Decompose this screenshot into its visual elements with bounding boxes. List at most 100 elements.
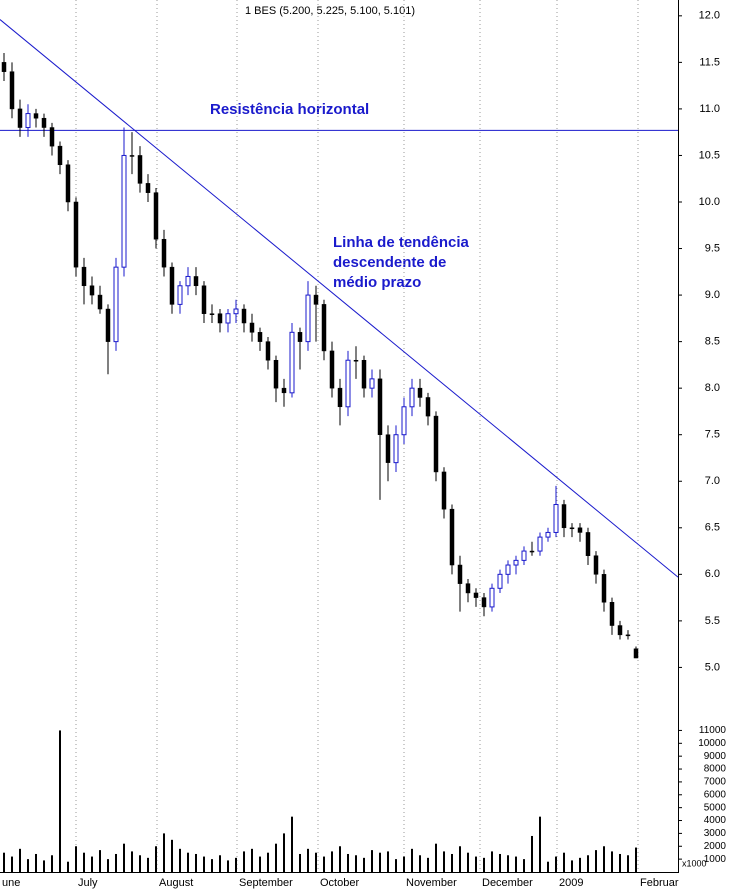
candle-body bbox=[385, 434, 391, 463]
volume-bar bbox=[171, 839, 173, 872]
candle-body bbox=[481, 597, 487, 608]
candle-body bbox=[265, 341, 271, 361]
y-tick-label: 6.0 bbox=[705, 568, 720, 580]
volume-tick-label: 9000 bbox=[704, 751, 727, 762]
candle-body bbox=[121, 154, 127, 268]
volume-bar bbox=[243, 851, 245, 872]
volume-bar bbox=[403, 856, 405, 872]
candle-body bbox=[529, 550, 535, 553]
volume-bar bbox=[195, 853, 197, 872]
candle-body bbox=[25, 113, 31, 129]
candle-body bbox=[337, 387, 343, 408]
volume-bar bbox=[531, 835, 533, 872]
volume-bar bbox=[91, 856, 93, 872]
y-tick-label: 10.5 bbox=[699, 149, 720, 161]
candle-body bbox=[449, 508, 455, 566]
x-tick-label: September bbox=[239, 877, 293, 889]
volume-bar bbox=[51, 855, 53, 872]
volume-bar bbox=[331, 851, 333, 872]
candle-body bbox=[425, 397, 431, 417]
candle-body bbox=[57, 145, 63, 166]
candle-body bbox=[185, 275, 191, 287]
volume-bar bbox=[507, 855, 509, 872]
volume-bar bbox=[395, 859, 397, 872]
candle-body bbox=[225, 313, 231, 324]
candle-body bbox=[65, 164, 71, 203]
candle-body bbox=[145, 183, 151, 193]
trend-label: Linha de tendência bbox=[333, 234, 470, 251]
candle-body bbox=[89, 285, 95, 296]
candle-body bbox=[617, 625, 623, 636]
volume-bar bbox=[499, 853, 501, 872]
volume-bar bbox=[19, 848, 21, 872]
candle-body bbox=[521, 550, 527, 561]
volume-bar bbox=[187, 852, 189, 872]
volume-bar bbox=[347, 853, 349, 872]
volume-bar bbox=[483, 857, 485, 872]
volume-bar bbox=[419, 855, 421, 872]
x-tick-label: December bbox=[482, 877, 533, 889]
volume-bar bbox=[27, 859, 29, 872]
candle-body bbox=[169, 266, 175, 305]
y-tick-label: 11.0 bbox=[699, 103, 720, 115]
candle-body bbox=[233, 308, 239, 315]
candle-body bbox=[209, 313, 215, 315]
candle-body bbox=[49, 127, 55, 147]
trend-line bbox=[0, 19, 679, 578]
resistance-label: Resistência horizontal bbox=[210, 101, 369, 118]
trend-label: médio prazo bbox=[333, 274, 421, 291]
candle-body bbox=[313, 294, 319, 305]
trend-label: descendente de bbox=[333, 254, 446, 271]
candle-body bbox=[625, 634, 631, 637]
candle-body bbox=[569, 527, 575, 530]
volume-tick-label: 10000 bbox=[698, 738, 726, 749]
volume-bar bbox=[323, 856, 325, 872]
candle-body bbox=[345, 359, 351, 408]
volume-bar bbox=[355, 855, 357, 872]
volume-tick-label: 11000 bbox=[699, 725, 727, 736]
volume-bar bbox=[611, 851, 613, 872]
candle-body bbox=[545, 531, 551, 538]
volume-bar bbox=[595, 850, 597, 872]
volume-tick-label: 8000 bbox=[704, 764, 727, 775]
candle-body bbox=[1, 62, 7, 72]
volume-bar bbox=[203, 856, 205, 872]
volume-bar bbox=[67, 861, 69, 872]
volume-bar bbox=[211, 859, 213, 872]
volume-bar bbox=[59, 730, 61, 872]
y-tick-label: 6.5 bbox=[705, 522, 720, 534]
candle-body bbox=[553, 504, 559, 533]
candle-body bbox=[601, 574, 607, 603]
y-tick-label: 11.5 bbox=[699, 56, 720, 68]
x-tick-label: 2009 bbox=[559, 877, 583, 889]
candle-body bbox=[321, 304, 327, 352]
volume-bar bbox=[427, 857, 429, 872]
candle-body bbox=[585, 532, 591, 556]
x-tick-label: November bbox=[406, 877, 457, 889]
volume-bar bbox=[523, 859, 525, 872]
volume-bar bbox=[251, 848, 253, 872]
volume-tick-label: 1000 bbox=[704, 854, 727, 865]
volume-bar bbox=[387, 851, 389, 872]
y-tick-label: 8.0 bbox=[705, 382, 720, 394]
candle-body bbox=[289, 331, 295, 394]
volume-bar bbox=[307, 848, 309, 872]
candle-body bbox=[33, 113, 39, 119]
volume-bar bbox=[339, 846, 341, 872]
volume-bar bbox=[603, 846, 605, 872]
candle-body bbox=[393, 434, 399, 464]
candle-body bbox=[513, 559, 519, 566]
volume-bar bbox=[107, 859, 109, 872]
volume-bar bbox=[3, 852, 5, 872]
volume-bar bbox=[467, 852, 469, 872]
volume-bar bbox=[43, 860, 45, 872]
y-tick-label: 8.5 bbox=[705, 336, 720, 348]
volume-bar bbox=[283, 833, 285, 872]
volume-tick-label: 6000 bbox=[704, 789, 727, 800]
volume-bar bbox=[539, 816, 541, 872]
volume-bar bbox=[235, 857, 237, 872]
candle-body bbox=[305, 294, 311, 343]
candle-body bbox=[609, 602, 615, 626]
